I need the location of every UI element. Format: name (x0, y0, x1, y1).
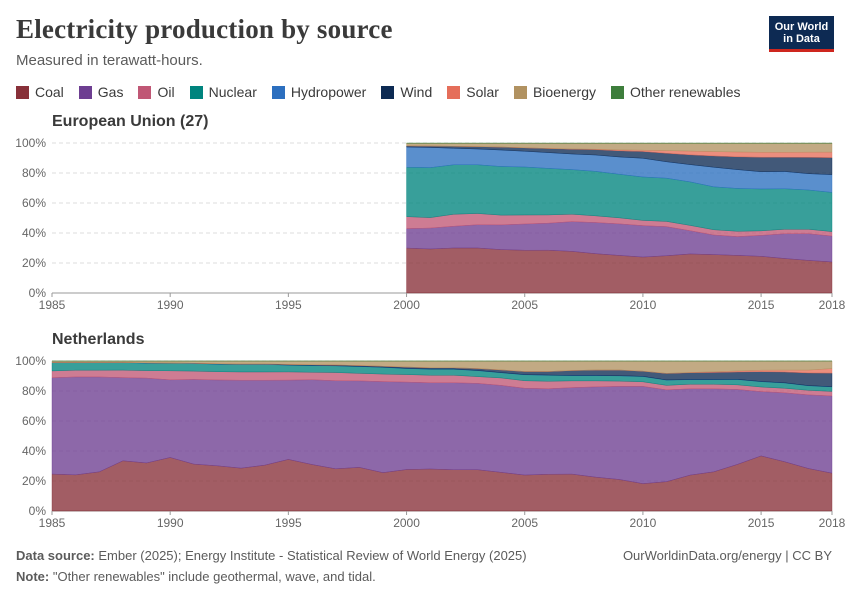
legend-swatch (447, 85, 461, 99)
legend-label: Gas (97, 84, 124, 100)
logo-line-2: in Data (783, 33, 820, 45)
note-text: "Other renewables" include geothermal, w… (52, 569, 376, 584)
x-tick-label: 2015 (748, 298, 775, 312)
y-tick-label: 100% (15, 136, 46, 150)
legend-item-other-renewables[interactable]: Other renewables (610, 84, 741, 100)
legend-label: Wind (400, 84, 433, 100)
legend: Coal Gas Oil Nuclear Hydropower Wind Sol… (16, 84, 756, 100)
note-label: Note: (16, 569, 50, 584)
data-source: Data source: Ember (2025); Energy Instit… (16, 548, 527, 563)
y-tick-label: 40% (22, 444, 46, 458)
legend-item-nuclear[interactable]: Nuclear (189, 84, 257, 100)
legend-swatch (138, 85, 152, 99)
legend-label: Other renewables (629, 84, 741, 100)
legend-item-wind[interactable]: Wind (381, 84, 432, 100)
legend-swatch (16, 85, 29, 99)
legend-item-gas[interactable]: Gas (78, 84, 124, 100)
page-title: Electricity production by source (16, 14, 393, 44)
page-subtitle: Measured in terawatt-hours. (16, 52, 203, 69)
legend-item-hydropower[interactable]: Hydropower (271, 84, 367, 100)
x-tick-label: 1985 (39, 298, 66, 312)
x-tick-label: 2000 (393, 298, 420, 312)
legend-item-oil[interactable]: Oil (138, 84, 175, 100)
x-tick-label: 1995 (275, 298, 302, 312)
x-tick-label: 2010 (630, 516, 657, 530)
y-tick-label: 80% (22, 384, 46, 398)
x-tick-label: 1985 (39, 516, 66, 530)
y-tick-label: 0% (29, 286, 47, 300)
y-tick-label: 60% (22, 196, 46, 210)
legend-swatch (513, 85, 527, 99)
x-tick-label: 2005 (511, 298, 538, 312)
legend-label: Oil (157, 84, 175, 100)
x-tick-label: 1990 (157, 516, 184, 530)
attribution-link[interactable]: OurWorldinData.org/energy | CC BY (622, 548, 832, 563)
x-tick-label: 2010 (630, 298, 657, 312)
x-tick-label: 2018 (819, 516, 846, 530)
legend-swatch (381, 85, 395, 99)
owid-logo[interactable]: Our World in Data (769, 16, 834, 52)
y-tick-label: 80% (22, 166, 46, 180)
y-tick-label: 100% (15, 354, 46, 368)
legend-swatch (610, 85, 624, 99)
legend-swatch (271, 85, 285, 99)
legend-item-coal[interactable]: Coal (16, 84, 64, 100)
x-tick-label: 2018 (819, 298, 846, 312)
x-tick-label: 2005 (511, 516, 538, 530)
y-tick-label: 20% (22, 474, 46, 488)
legend-label: Solar (466, 84, 499, 100)
y-tick-label: 40% (22, 226, 46, 240)
x-tick-label: 1995 (275, 516, 302, 530)
logo-line-1: Our World (774, 21, 829, 33)
data-source-text: Ember (2025); Energy Institute - Statist… (98, 548, 527, 563)
y-tick-label: 0% (29, 504, 47, 518)
legend-label: Hydropower (290, 84, 367, 100)
legend-label: Coal (35, 84, 64, 100)
legend-swatch (189, 85, 203, 99)
chart-note: Note: "Other renewables" include geother… (16, 569, 376, 584)
x-tick-label: 2000 (393, 516, 420, 530)
legend-item-bioenergy[interactable]: Bioenergy (513, 84, 596, 100)
legend-swatch (78, 85, 92, 99)
panel-title-eu: European Union (27) (52, 113, 209, 130)
data-source-label: Data source: (16, 548, 95, 563)
legend-label: Bioenergy (532, 84, 596, 100)
panel-title-netherlands: Netherlands (52, 331, 145, 348)
y-tick-label: 20% (22, 256, 46, 270)
x-tick-label: 2015 (748, 516, 775, 530)
legend-item-solar[interactable]: Solar (447, 84, 499, 100)
x-tick-label: 1990 (157, 298, 184, 312)
legend-label: Nuclear (208, 84, 257, 100)
y-tick-label: 60% (22, 414, 46, 428)
